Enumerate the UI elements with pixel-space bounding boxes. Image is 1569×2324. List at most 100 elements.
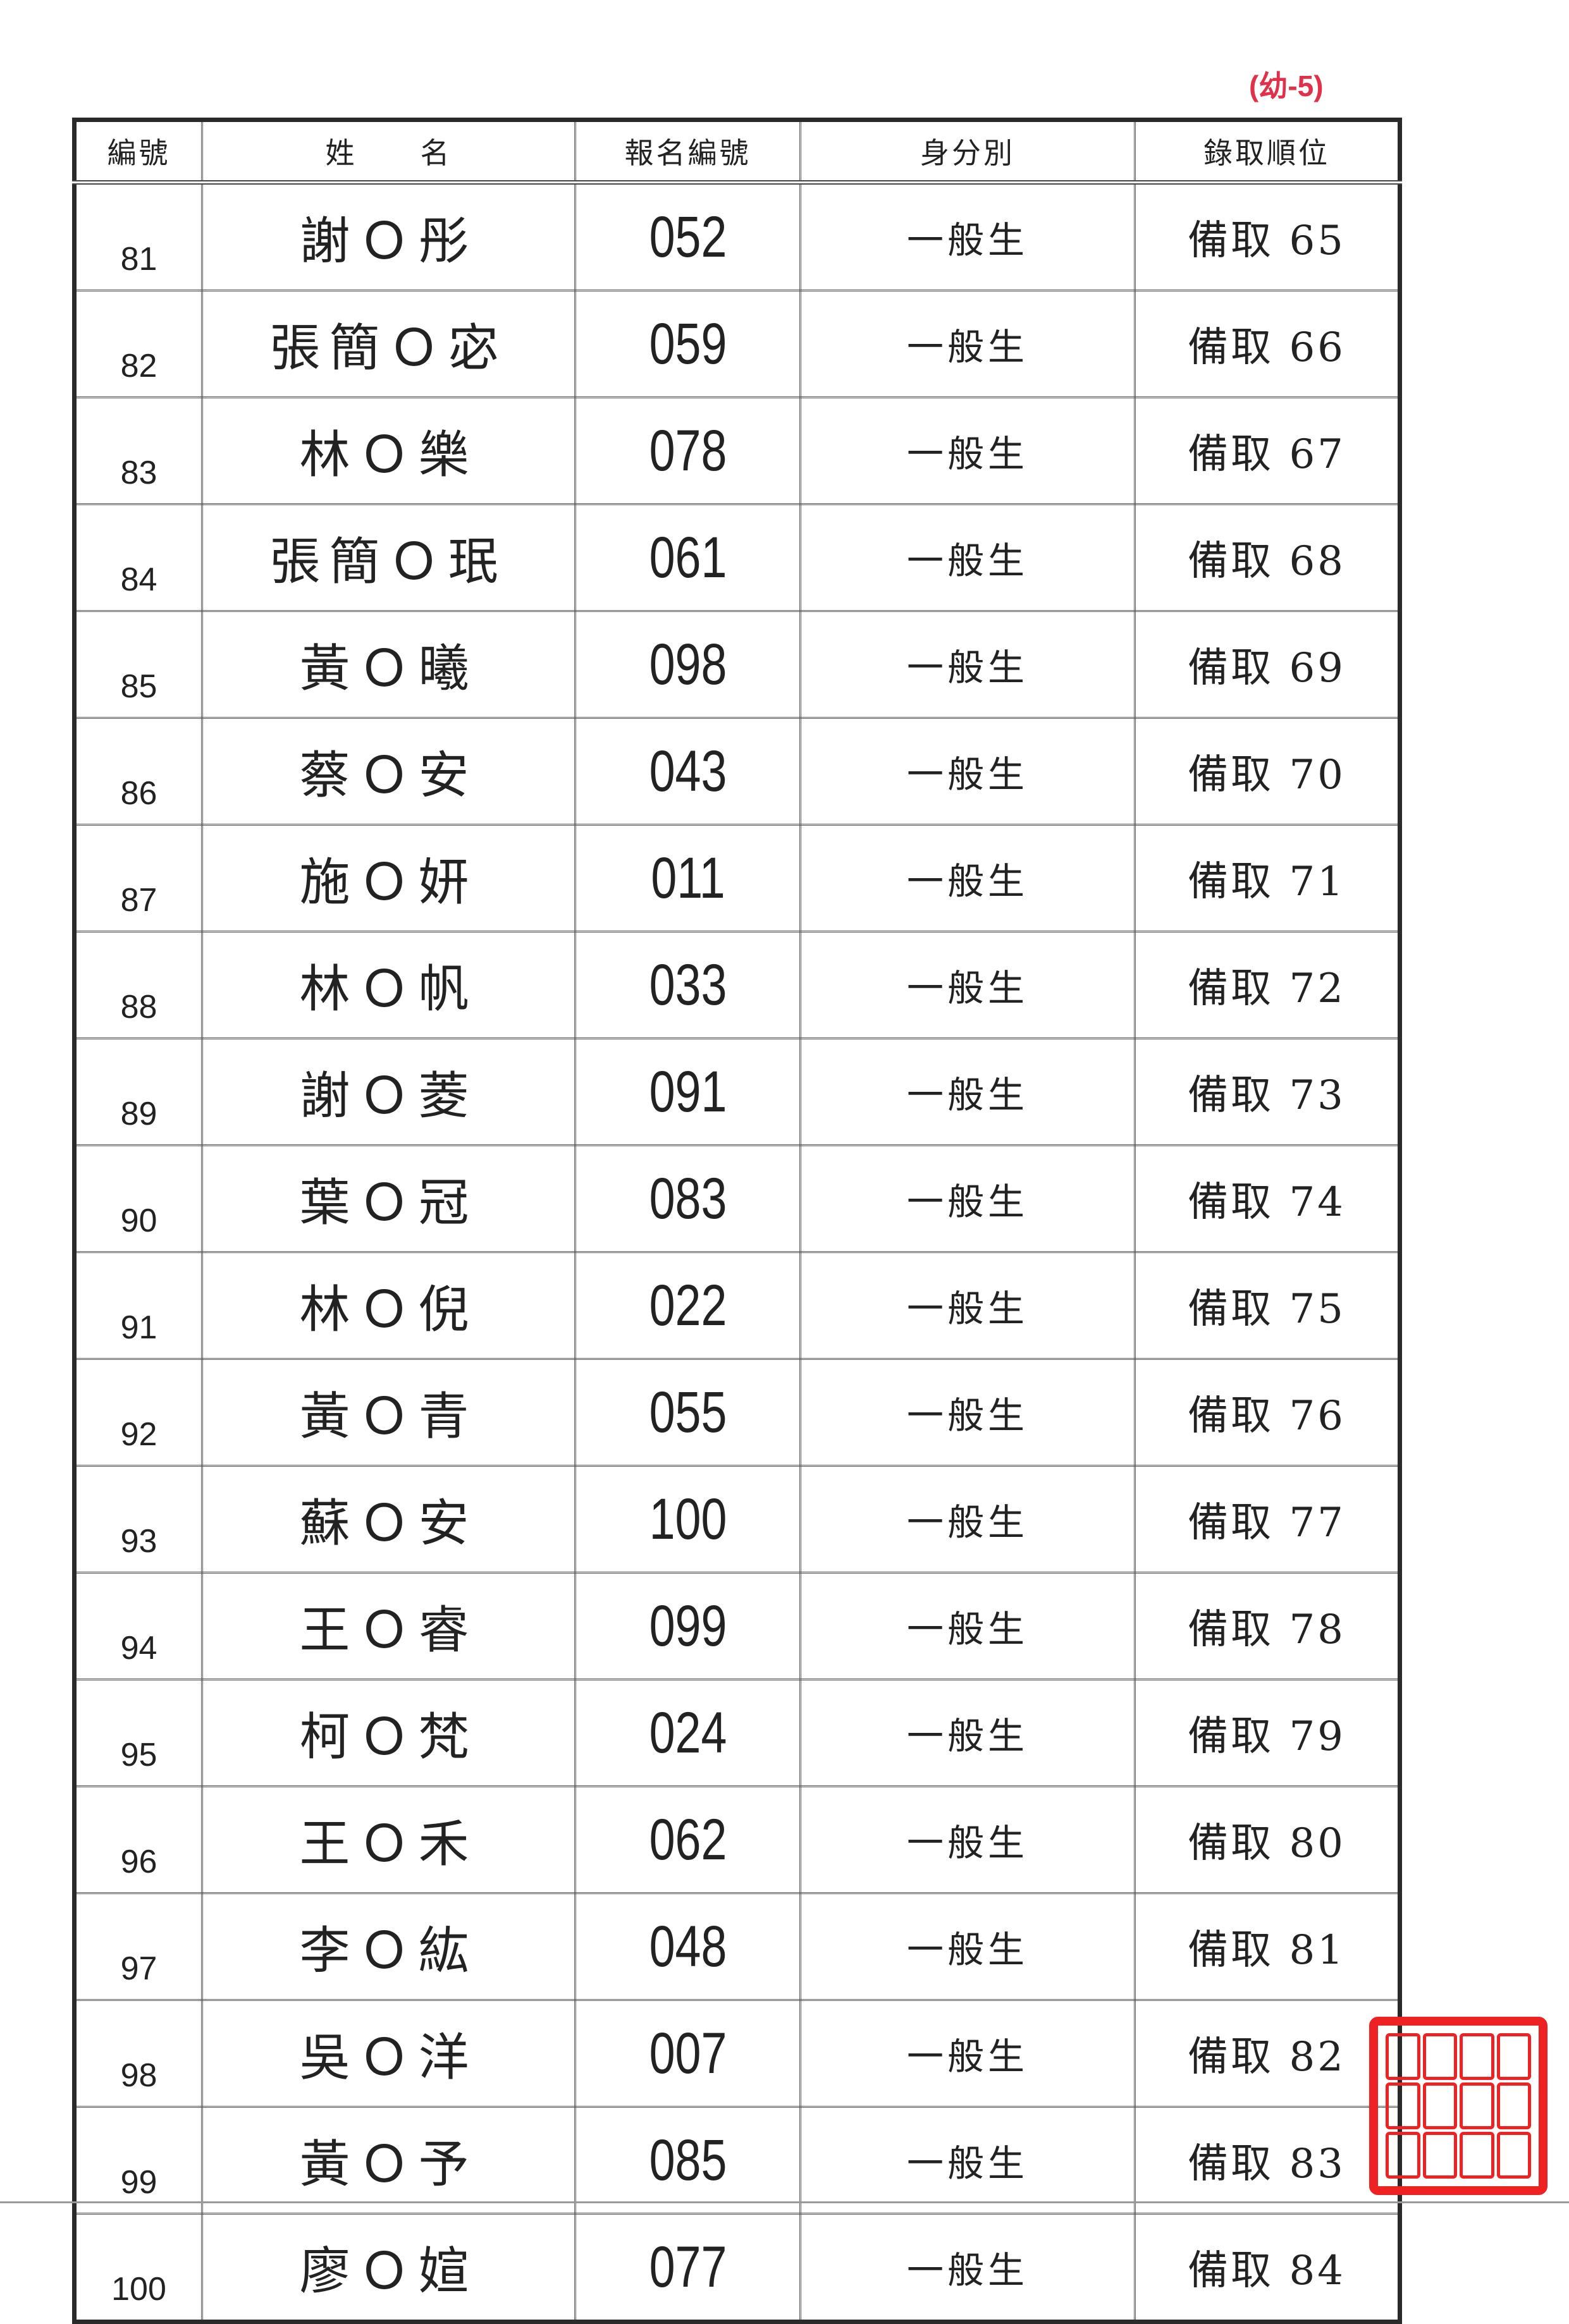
table-row: 91 林Ｏ倪 022 一般生 備取 75 — [73, 1251, 1401, 1360]
student-name: 林Ｏ倪 — [201, 1251, 576, 1360]
registration-number: 085 — [596, 2106, 779, 2215]
registration-number: 100 — [596, 1465, 779, 1574]
registration-number: 033 — [596, 931, 779, 1039]
row-number: 82 — [73, 290, 203, 398]
registration-number: 011 — [596, 824, 779, 933]
registration-number: 048 — [596, 1892, 779, 2001]
admission-rank: 備取 72 — [1134, 931, 1401, 1039]
row-number: 85 — [73, 610, 203, 719]
row-number: 96 — [73, 1785, 203, 1894]
identity-type: 一般生 — [799, 181, 1136, 291]
identity-type: 一般生 — [799, 1358, 1136, 1467]
identity-type: 一般生 — [799, 290, 1136, 398]
row-number: 88 — [73, 931, 203, 1039]
table-row: 100 廖Ｏ媗 077 一般生 備取 84 — [73, 2213, 1401, 2323]
admission-rank: 備取 83 — [1134, 2106, 1401, 2215]
student-name: 蔡Ｏ安 — [201, 717, 576, 826]
student-name: 林Ｏ帆 — [201, 931, 576, 1039]
student-name: 李Ｏ紘 — [201, 1892, 576, 2001]
admission-rank: 備取 73 — [1134, 1037, 1401, 1146]
identity-type: 一般生 — [799, 824, 1136, 933]
registration-number: 078 — [596, 396, 779, 505]
row-number: 98 — [73, 1999, 203, 2108]
header-name: 姓 名 — [201, 119, 576, 185]
registration-number: 077 — [596, 2213, 779, 2323]
row-number: 90 — [73, 1144, 203, 1253]
identity-type: 一般生 — [799, 1892, 1136, 2001]
identity-type: 一般生 — [799, 610, 1136, 719]
admission-rank: 備取 65 — [1134, 181, 1401, 291]
student-name: 謝Ｏ菱 — [201, 1037, 576, 1146]
row-number: 87 — [73, 824, 203, 933]
admission-rank: 備取 70 — [1134, 717, 1401, 826]
row-number: 97 — [73, 1892, 203, 2001]
table-row: 96 王Ｏ禾 062 一般生 備取 80 — [73, 1785, 1401, 1894]
admission-rank: 備取 80 — [1134, 1785, 1401, 1894]
registration-number: 083 — [596, 1144, 779, 1253]
student-name: 林Ｏ樂 — [201, 396, 576, 505]
registration-number: 091 — [596, 1037, 779, 1146]
admission-rank: 備取 82 — [1134, 1999, 1401, 2108]
admission-rank: 備取 66 — [1134, 290, 1401, 398]
row-number: 91 — [73, 1251, 203, 1360]
registration-number: 062 — [596, 1785, 779, 1894]
admission-rank: 備取 79 — [1134, 1679, 1401, 1787]
identity-type: 一般生 — [799, 1251, 1136, 1360]
row-number: 83 — [73, 396, 203, 505]
student-name: 柯Ｏ梵 — [201, 1679, 576, 1787]
admission-rank: 備取 81 — [1134, 1892, 1401, 2001]
student-name: 施Ｏ妍 — [201, 824, 576, 933]
identity-type: 一般生 — [799, 2213, 1136, 2323]
identity-type: 一般生 — [799, 1572, 1136, 1680]
row-number: 81 — [73, 181, 203, 291]
student-name: 吳Ｏ洋 — [201, 1999, 576, 2108]
student-name: 王Ｏ禾 — [201, 1785, 576, 1894]
registration-number: 099 — [596, 1572, 779, 1680]
table-row: 86 蔡Ｏ安 043 一般生 備取 70 — [73, 717, 1401, 826]
admission-rank: 備取 76 — [1134, 1358, 1401, 1467]
student-name: 王Ｏ睿 — [201, 1572, 576, 1680]
registration-number: 055 — [596, 1358, 779, 1467]
identity-type: 一般生 — [799, 2106, 1136, 2215]
row-number: 100 — [73, 2213, 203, 2323]
table-row: 93 蘇Ｏ安 100 一般生 備取 77 — [73, 1465, 1401, 1574]
student-name: 張簡Ｏ珉 — [201, 503, 576, 612]
table-row: 85 黃Ｏ曦 098 一般生 備取 69 — [73, 610, 1401, 719]
table-row: 81 謝Ｏ彤 052 一般生 備取 65 — [73, 181, 1401, 291]
header-identity: 身分別 — [799, 119, 1136, 185]
row-number: 84 — [73, 503, 203, 612]
table-header-row: 編號 姓 名 報名編號 身分別 錄取順位 — [73, 119, 1401, 185]
table-row: 92 黃Ｏ青 055 一般生 備取 76 — [73, 1358, 1401, 1467]
identity-type: 一般生 — [799, 931, 1136, 1039]
table-row: 95 柯Ｏ梵 024 一般生 備取 79 — [73, 1679, 1401, 1787]
student-name: 黃Ｏ青 — [201, 1358, 576, 1467]
admission-rank: 備取 78 — [1134, 1572, 1401, 1680]
admission-rank: 備取 77 — [1134, 1465, 1401, 1574]
identity-type: 一般生 — [799, 503, 1136, 612]
admission-rank: 備取 68 — [1134, 503, 1401, 612]
header-registration-number: 報名編號 — [574, 119, 801, 185]
registration-number: 043 — [596, 717, 779, 826]
registration-number: 022 — [596, 1251, 779, 1360]
table-row: 88 林Ｏ帆 033 一般生 備取 72 — [73, 931, 1401, 1039]
table-row: 97 李Ｏ紘 048 一般生 備取 81 — [73, 1892, 1401, 2001]
table-row: 89 謝Ｏ菱 091 一般生 備取 73 — [73, 1037, 1401, 1146]
admission-rank: 備取 74 — [1134, 1144, 1401, 1253]
row-number: 93 — [73, 1465, 203, 1574]
identity-type: 一般生 — [799, 1465, 1136, 1574]
student-name: 廖Ｏ媗 — [201, 2213, 576, 2323]
table-row: 87 施Ｏ妍 011 一般生 備取 71 — [73, 824, 1401, 933]
admission-rank: 備取 84 — [1134, 2213, 1401, 2323]
table-row: 98 吳Ｏ洋 007 一般生 備取 82 — [73, 1999, 1401, 2108]
row-number: 92 — [73, 1358, 203, 1467]
registration-number: 007 — [596, 1999, 779, 2108]
table-row: 99 黃Ｏ予 085 一般生 備取 83 — [73, 2106, 1401, 2215]
page-bottom-line — [0, 2201, 1569, 2203]
table-row: 84 張簡Ｏ珉 061 一般生 備取 68 — [73, 503, 1401, 612]
identity-type: 一般生 — [799, 1999, 1136, 2108]
admission-list-table: 編號 姓 名 報名編號 身分別 錄取順位 81 謝Ｏ彤 052 一般生 備取 65 82 張… — [72, 118, 1402, 2324]
student-name: 張簡Ｏ宓 — [201, 290, 576, 398]
registration-number: 052 — [596, 181, 779, 291]
identity-type: 一般生 — [799, 1037, 1136, 1146]
table-row: 94 王Ｏ睿 099 一般生 備取 78 — [73, 1572, 1401, 1680]
